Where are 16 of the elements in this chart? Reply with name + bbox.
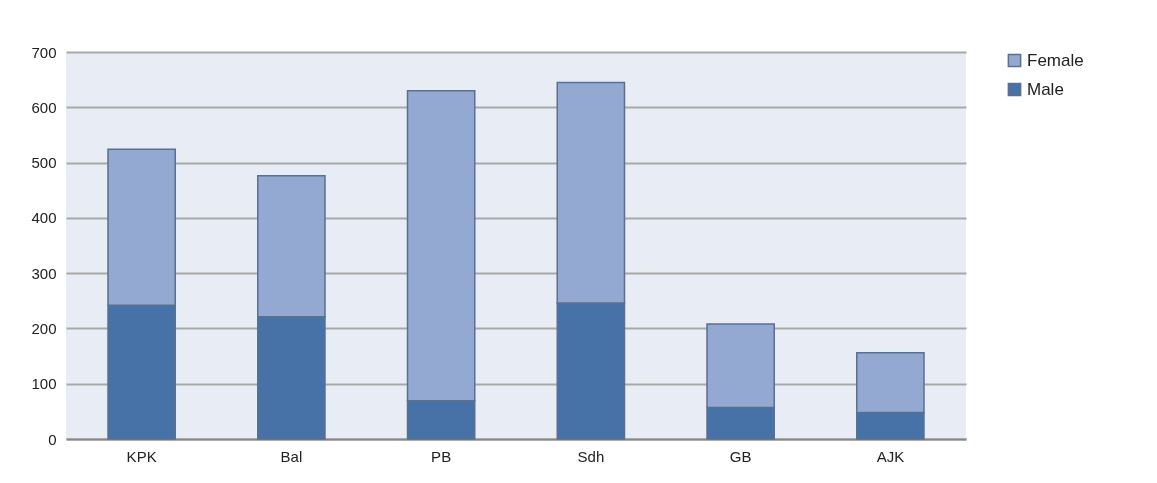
y-tick-label: 100 <box>31 375 57 393</box>
y-tick-label: 500 <box>31 154 57 172</box>
legend-label: Female <box>1027 50 1084 70</box>
y-tick-label: 600 <box>31 98 57 116</box>
y-tick-label: 300 <box>31 264 57 282</box>
y-tick-label: 400 <box>31 209 57 227</box>
x-tick-label: AJK <box>876 447 905 465</box>
y-tick-label: 700 <box>31 43 57 61</box>
x-tick-label: Bal <box>280 447 303 465</box>
x-tick-label: KPK <box>126 447 157 465</box>
x-tick-label: Sdh <box>577 447 605 465</box>
x-tick-label: PB <box>431 447 452 465</box>
y-tick-label: 200 <box>31 319 57 337</box>
x-tick-label: GB <box>729 447 752 465</box>
y-tick-label: 0 <box>48 430 57 448</box>
legend-label: Male <box>1027 79 1064 99</box>
